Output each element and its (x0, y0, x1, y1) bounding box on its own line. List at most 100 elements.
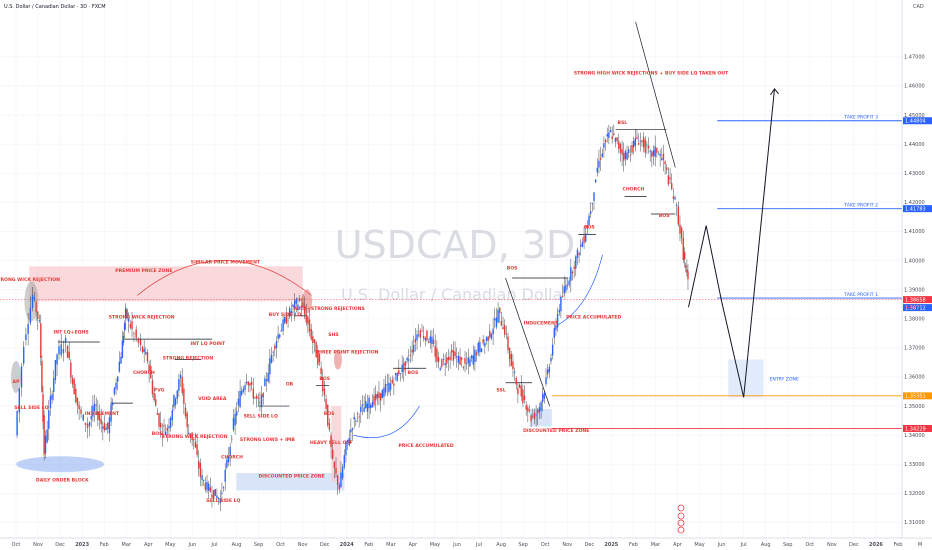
candle-body (141, 346, 144, 353)
candle-body (596, 167, 598, 173)
candle-body (489, 330, 491, 338)
y-tick-label: 1.39000 (904, 287, 925, 293)
wick-rejection-ellipse (24, 281, 39, 322)
x-tick-label: Feb (364, 542, 373, 548)
y-tick-label: 1.34000 (904, 433, 925, 439)
event-icon[interactable] (677, 519, 685, 527)
candle-body (424, 338, 427, 341)
x-tick-label: Dec (320, 542, 330, 548)
candle-body (672, 196, 675, 199)
candle-body (479, 342, 481, 352)
candle-body (394, 373, 397, 376)
x-tick-label: Apr (144, 542, 154, 548)
event-icons[interactable] (677, 504, 685, 534)
candle-body (350, 429, 352, 433)
candle-body (446, 357, 448, 364)
candle-body (570, 267, 572, 281)
candle-body (176, 390, 178, 399)
annotation-label: SSL (496, 387, 505, 393)
x-tick-label: Oct (805, 542, 814, 548)
candle-body (598, 160, 600, 168)
annotation-label: BOS (319, 376, 330, 382)
candle-body (632, 140, 635, 148)
candle-body (379, 393, 382, 401)
price-scale-bg (902, 0, 932, 538)
candle-body (447, 357, 450, 361)
price-tag-bg (903, 296, 932, 304)
candle-body (117, 376, 119, 382)
candle-body (183, 388, 185, 404)
wick-rejection-ellipse (333, 349, 342, 370)
candle-body (82, 414, 84, 421)
candle-body (244, 385, 246, 390)
candle-body (98, 413, 101, 421)
candle-body (232, 417, 235, 430)
candle-body (404, 361, 407, 366)
candle-body (196, 444, 198, 455)
candle-body (204, 483, 207, 490)
candle-body (212, 490, 215, 500)
candle-body (328, 423, 331, 430)
candle-body (103, 423, 106, 431)
candle-body (40, 323, 42, 358)
event-icon[interactable] (677, 504, 685, 512)
annotation-label: BSL (618, 120, 628, 126)
candle-body (556, 313, 559, 328)
candle-body (150, 366, 152, 379)
candle-body (217, 498, 220, 500)
annotation-label: BOS (324, 411, 335, 417)
candle-body (330, 435, 332, 448)
candle-body (449, 356, 451, 360)
candle-body (546, 369, 549, 375)
candle-body (444, 363, 446, 366)
price-tag-label: 1.38658 (905, 297, 926, 303)
candle-body (510, 354, 512, 367)
candle-body (462, 366, 465, 368)
candle-body (53, 378, 55, 392)
candle-body (313, 339, 316, 343)
annotation-label: BOS (408, 370, 419, 376)
candle-body (683, 251, 686, 260)
candle-body (373, 395, 375, 405)
y-tick-label: 1.40000 (904, 258, 925, 264)
event-icon[interactable] (677, 512, 685, 520)
candle-body (599, 157, 602, 160)
annotation-label: STRONG REJECTION (163, 355, 214, 361)
wick-rejection-ellipse (11, 360, 21, 393)
candle-body (297, 304, 299, 310)
candle-body (269, 358, 271, 375)
candle-body (363, 407, 365, 413)
candle-body (255, 395, 258, 399)
level-label: TAKE PROFIT 2 (843, 203, 878, 209)
x-tick-label: Aug (232, 542, 242, 548)
candle-body (606, 134, 608, 137)
candle-body (422, 335, 425, 339)
annotation-label: SHS (328, 332, 338, 338)
candle-body (260, 394, 263, 408)
candle-body (51, 394, 53, 400)
x-tick-label: Nov (562, 542, 572, 548)
candle-body (145, 352, 147, 355)
candle-body (401, 364, 403, 373)
candle-body (214, 488, 216, 496)
candle-body (88, 422, 91, 427)
candle-body (550, 357, 552, 362)
candle-body (346, 439, 349, 443)
candle-body (73, 379, 75, 395)
annotation-label: CHORCH (133, 370, 155, 376)
annotation-label: INDUCEMENT (85, 411, 120, 417)
candle-body (287, 319, 289, 321)
zones: ENTRY ZONE (29, 266, 799, 491)
candle-body (340, 472, 342, 488)
event-icon[interactable] (677, 526, 685, 534)
candle-body (429, 336, 431, 343)
candle-body (608, 132, 610, 138)
y-tick-label: 1.32000 (904, 491, 925, 497)
candle-body (451, 349, 453, 353)
levels: TAKE PROFIT 3 TAKE PROFIT 2 TAKE PROFIT 1 (0, 115, 902, 429)
candle-body (341, 466, 344, 479)
candle-body (29, 307, 32, 324)
candle-body (42, 393, 44, 422)
annotation-label: AP (13, 379, 21, 385)
candle-body (561, 295, 564, 297)
